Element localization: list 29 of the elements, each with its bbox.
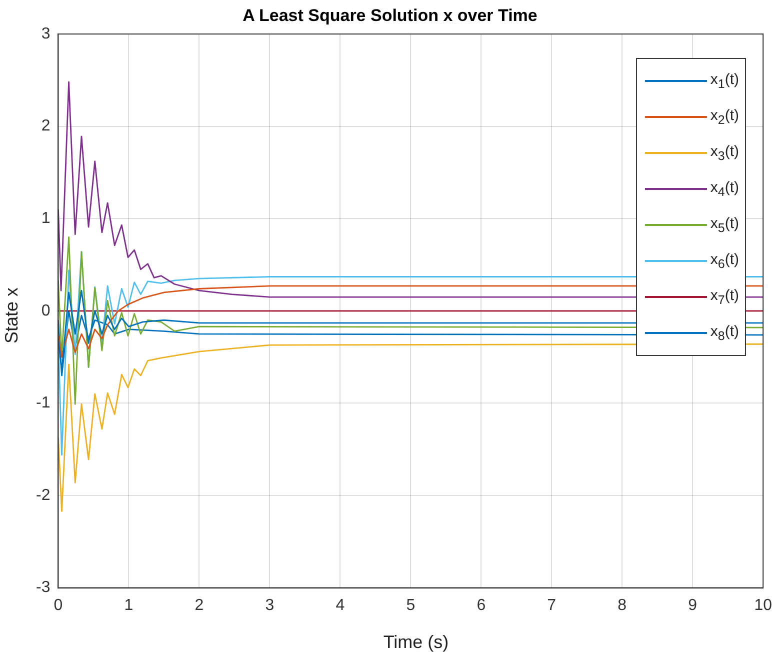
- x-tick-label: 3: [265, 596, 274, 614]
- legend-label: x$_{3}$(t): [710, 143, 739, 163]
- x-axis-title: Time (s): [382, 632, 450, 653]
- legend-label: x$_{1}$(t): [710, 71, 739, 91]
- y-tick-label: 0: [41, 302, 50, 320]
- y-tick-label: 2: [41, 118, 50, 135]
- chart-title: A Least Square Solution x over Time: [242, 6, 538, 26]
- x-tick-label: 6: [476, 596, 486, 614]
- y-tick-label: 3: [41, 25, 50, 42]
- legend-label: x$_{5}$(t): [710, 215, 739, 235]
- x-tick-label: 0: [54, 596, 63, 614]
- y-tick-label: -2: [36, 486, 50, 504]
- y-axis-title: State x: [2, 286, 22, 346]
- legend-label: x$_{4}$(t): [710, 179, 739, 199]
- legend-label: x$_{8}$(t): [710, 323, 739, 343]
- x-tick-label: 5: [406, 596, 416, 614]
- x-tick-label: 1: [124, 596, 134, 614]
- x-tick-label: 9: [688, 596, 698, 614]
- legend-label: x$_{6}$(t): [710, 251, 739, 271]
- x-tick-label: 2: [194, 596, 204, 614]
- legend-label: x$_{2}$(t): [710, 107, 739, 127]
- x-tick-label: 8: [618, 596, 627, 614]
- x-tick-label: 4: [336, 596, 345, 614]
- y-tick-label: 1: [41, 210, 50, 228]
- x-tick-label: 7: [547, 596, 556, 614]
- legend-label: x$_{7}$(t): [710, 287, 739, 307]
- y-tick-label: -3: [36, 579, 50, 596]
- y-tick-label: -1: [36, 394, 50, 412]
- x-tick-label: 10: [754, 596, 772, 614]
